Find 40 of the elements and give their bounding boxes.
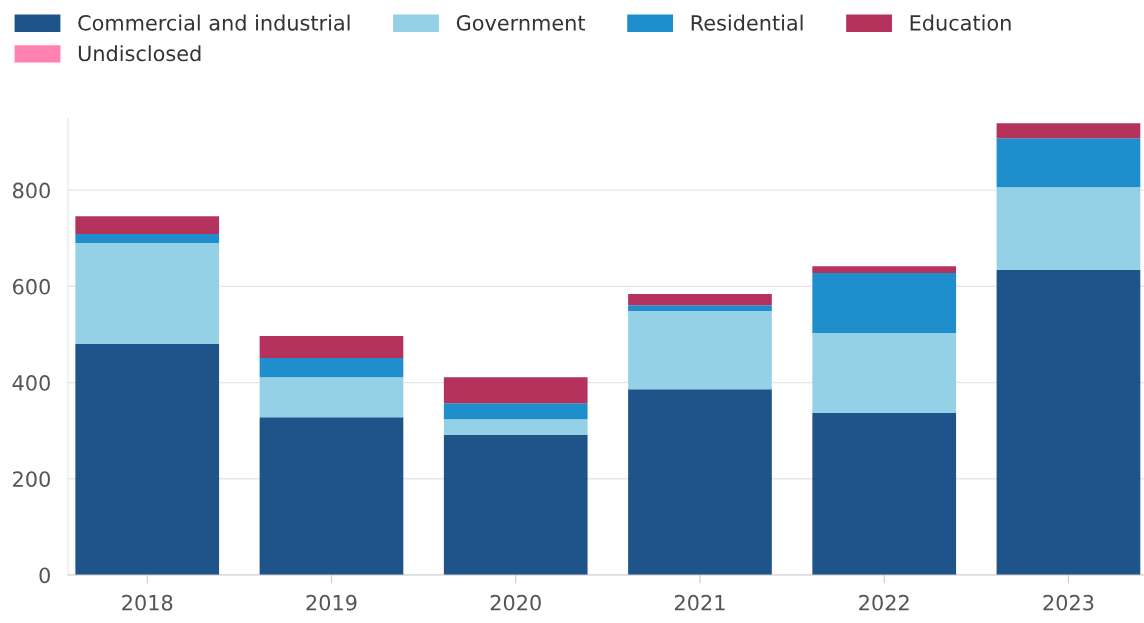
bar: [75, 233, 220, 244]
bar: [259, 335, 404, 359]
legend-label: Residential: [691, 14, 803, 31]
bar: [996, 187, 1141, 271]
bar: [628, 389, 772, 575]
bar: [75, 216, 220, 234]
bar: [628, 310, 772, 390]
x-tick-label: 2019: [306, 594, 357, 611]
bar: [443, 403, 588, 420]
y-tick-label: 200: [13, 471, 50, 487]
bar: [259, 358, 404, 378]
x-tick-label: 2022: [859, 594, 909, 611]
bar: [996, 270, 1141, 575]
bar: [75, 243, 220, 345]
x-tick-label: 2021: [674, 594, 725, 611]
x-tick-label: 2023: [1043, 594, 1094, 611]
legend-label: Commercial and industrial: [78, 14, 350, 31]
bar: [996, 138, 1141, 188]
legend-label: Undisclosed: [78, 45, 201, 62]
bar: [628, 294, 772, 306]
bar: [628, 305, 772, 311]
legend-label: Government: [456, 14, 586, 31]
bar: [812, 412, 957, 575]
bar: [259, 417, 404, 575]
bar: [443, 377, 588, 404]
y-tick-label: 0: [39, 567, 50, 584]
bar: [259, 377, 404, 418]
y-tick-label: 400: [12, 375, 50, 391]
bar: [996, 123, 1141, 139]
bar: [812, 272, 957, 334]
bar: [443, 435, 588, 575]
x-tick-label: 2020: [490, 594, 541, 611]
y-tick-label: 600: [13, 278, 50, 295]
bar: [812, 333, 957, 413]
bar: [812, 266, 957, 273]
bar: [443, 419, 588, 436]
x-tick-label: 2018: [122, 594, 173, 611]
y-tick-label: 800: [12, 182, 50, 199]
legend-label: Education: [910, 14, 1011, 31]
bar: [75, 344, 220, 575]
